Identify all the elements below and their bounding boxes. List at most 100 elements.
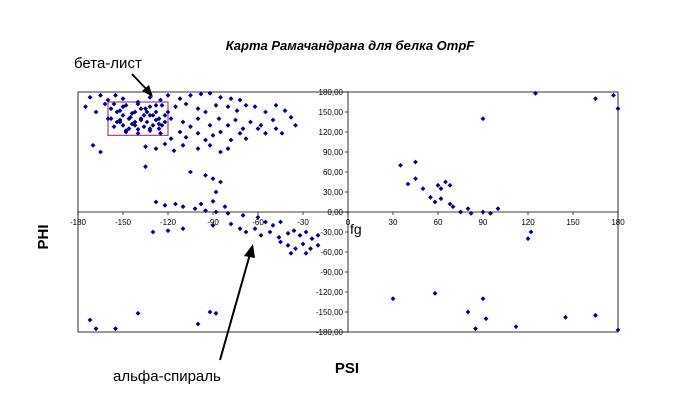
data-point [180,226,186,232]
x-tick-label: 30 [389,218,398,227]
data-point [98,149,103,155]
data-point [105,116,111,122]
data-point [93,109,99,115]
data-point [158,130,163,136]
data-point [276,234,282,240]
data-point [465,309,471,315]
data-point [293,246,298,252]
data-point [183,134,189,140]
data-point [273,102,279,108]
data-point [147,104,153,110]
data-point [132,122,138,128]
data-point [188,92,193,98]
data-point [447,182,453,188]
data-point [203,172,208,178]
data-point [291,228,297,234]
y-tick-label: -150,00 [316,308,344,317]
data-point [105,97,111,103]
y-tick-label: 120,00 [319,128,344,137]
fg-annotation: fg [350,221,362,237]
data-point [123,102,129,108]
data-point [165,109,171,115]
data-point [177,129,183,135]
data-point [258,122,264,128]
data-point [173,201,178,207]
data-point [203,109,208,115]
data-point [525,236,531,242]
data-point [458,209,463,215]
data-point [117,108,123,114]
data-point [432,290,438,296]
data-point [218,94,223,100]
data-point [153,117,159,123]
data-point [267,229,273,235]
data-point [153,102,159,108]
data-point [114,119,120,125]
data-point [210,176,216,182]
data-point [468,210,474,216]
data-point [225,210,231,216]
data-point [216,116,222,122]
data-point [303,250,309,256]
data-point [300,241,306,247]
data-point [138,116,144,122]
y-tick-label: 150,00 [319,108,344,117]
data-point [297,232,303,238]
data-point [192,206,198,212]
data-point [218,129,223,135]
data-point [488,210,493,216]
data-point [309,236,315,242]
data-point [159,122,165,128]
data-point [156,126,162,132]
data-point [398,162,403,168]
alpha-helix-arrow [219,244,255,361]
x-tick-label: 0 [346,218,351,227]
data-point [162,202,168,208]
data-point [237,97,243,103]
data-point [218,149,223,155]
data-point [120,122,126,128]
data-point [203,137,208,143]
data-point [285,230,291,236]
data-point [207,309,213,315]
data-point [135,130,141,136]
data-point [173,104,178,110]
data-point [483,316,489,322]
x-tick-label: 90 [479,218,488,227]
data-point [279,130,285,136]
y-tick-label: 180,00 [319,88,344,97]
data-point [195,106,201,112]
data-point [156,116,162,122]
data-point [83,104,88,110]
data-point [533,90,538,96]
data-point [135,101,141,107]
x-tick-label: -120 [160,218,177,227]
x-tick-label: -90 [207,218,219,227]
x-tick-label: 150 [566,218,580,227]
data-point [611,92,616,98]
data-point [240,126,246,132]
data-point [293,122,298,128]
data-point [248,119,253,125]
data-point [263,219,268,225]
data-point [198,91,204,97]
data-point [141,124,147,130]
data-point [473,326,478,332]
data-point [210,198,216,204]
data-point [528,229,534,235]
data-point [180,142,186,148]
data-point [135,126,141,132]
data-point [443,179,448,185]
data-point [129,121,135,127]
data-point [207,122,213,128]
data-point [438,196,444,202]
data-point [188,124,193,130]
data-point [143,164,148,170]
data-point [141,112,147,118]
y-tick-label: 60,00 [323,168,344,177]
data-point [465,206,471,212]
data-point [228,137,234,143]
data-point [405,181,411,187]
data-point [126,116,132,122]
data-point [207,142,213,148]
